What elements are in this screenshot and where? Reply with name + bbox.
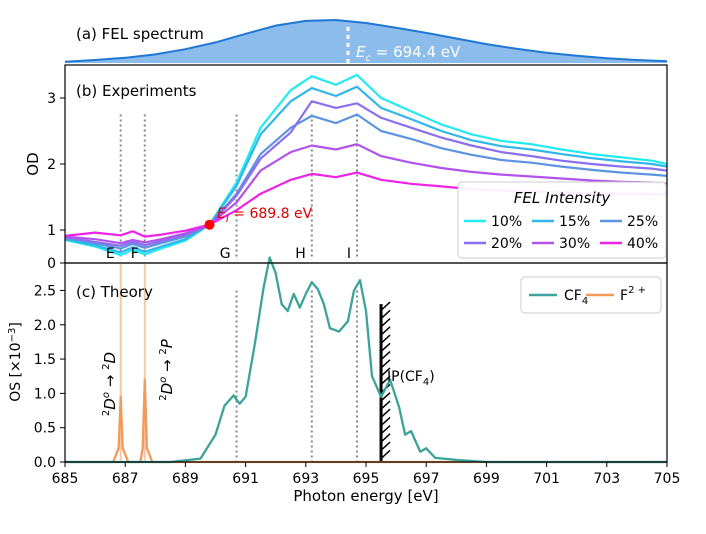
b-ytick-label: 2 (47, 157, 56, 173)
panel-c-y-ticks: 0 0.0 0.5 1.0 1.5 2.0 2.5 (34, 256, 65, 471)
ip-hatch (380, 318, 391, 328)
fel-spectrum-line (64, 18, 668, 63)
xtick-label: 689 (172, 471, 199, 487)
ip-hatch (380, 408, 391, 418)
ip-threshold (379, 301, 391, 462)
fel-spectrum-area (65, 20, 667, 63)
theory-line-cf4 (65, 256, 667, 464)
ip-hatch (380, 334, 391, 344)
intensity-legend: FEL Intensity 10% 15% 25% 20% 30% 40% (457, 181, 667, 259)
ip-label: IP(CF4) (387, 369, 435, 388)
legend-label: 30% (559, 236, 590, 252)
marker-label-g: G (220, 246, 231, 262)
xtick-label: 705 (654, 471, 681, 487)
b-ytick-zero: 0 (47, 256, 56, 272)
legend-box (457, 181, 667, 259)
xtick-label: 701 (533, 471, 560, 487)
ip-hatch (380, 441, 391, 451)
xtick-label: 703 (593, 471, 620, 487)
legend-label: 15% (559, 214, 590, 230)
x-axis-label: Photon energy [eV] (293, 487, 438, 505)
panel-a-title: (a) FEL spectrum (76, 25, 204, 43)
theory-line-f2plus (65, 378, 667, 464)
c-ytick-label: 0.5 (34, 421, 56, 437)
series-line-10pct (64, 73, 668, 257)
ip-hatch (380, 350, 391, 361)
ip-hatch (380, 367, 391, 377)
ip-hatch (380, 392, 391, 402)
legend-entries: 10% 15% 25% 20% 30% 40% (464, 214, 658, 252)
marker-label-e: E (106, 246, 115, 262)
fel-center-label: Ec = 694.4 eV (356, 43, 461, 64)
panel-b-markers (119, 114, 358, 260)
panel-c-title: (c) Theory (76, 283, 153, 301)
xtick-label: 693 (292, 471, 319, 487)
panel-a: (a) FEL spectrum Ec = 694.4 eV (64, 18, 668, 64)
xtick-label: 687 (112, 471, 139, 487)
series-line-20pct (64, 100, 668, 247)
panel-c-markers (119, 263, 358, 462)
c-ytick-label: 0.0 (34, 455, 56, 471)
ip-hatch (380, 326, 391, 336)
xtick-label: 699 (473, 471, 500, 487)
c-ytick-label: 2.5 (34, 283, 56, 299)
panel-b-ylabel: OD (24, 152, 42, 175)
panel-b-y-ticks: 1 2 3 (47, 91, 65, 239)
panel-b-title: (b) Experiments (76, 82, 197, 100)
legend-label: 10% (491, 214, 522, 230)
ip-hatch (380, 433, 391, 443)
b-ytick-label: 3 (47, 91, 56, 107)
legend-label: 25% (627, 214, 658, 230)
b-ytick-label: 1 (47, 223, 56, 239)
transition-label-2: 2Do → 2P (158, 338, 176, 401)
series-line-25pct (64, 113, 668, 250)
x-axis-ticks: 685 687 689 691 693 695 697 699 701 703 705 (52, 462, 681, 487)
series-line-30pct (64, 143, 668, 245)
transition-label-1: 2Do → 2D (101, 352, 119, 416)
legend-f2-label: F2 + (620, 285, 646, 304)
ip-hatch (380, 375, 391, 386)
ip-hatch (380, 400, 391, 410)
ip-hatch (380, 425, 391, 435)
ip-hatch (380, 342, 391, 353)
c-ytick-label: 2.0 (34, 318, 56, 334)
crossing-point (204, 219, 215, 230)
theory-legend: CF4 F2 + (520, 276, 662, 314)
xtick-label: 691 (232, 471, 259, 487)
crossing-label: EI = 689.8 eV (217, 206, 313, 225)
c-ytick-label: 1.0 (34, 386, 56, 402)
legend-label: 20% (491, 236, 522, 252)
legend-label: 40% (627, 236, 658, 252)
marker-label-f: F (131, 246, 139, 262)
legend-title: FEL Intensity (514, 189, 612, 207)
series-line-15pct (64, 85, 668, 254)
panel-c-ylabel: OS [×10−3] (7, 322, 24, 402)
marker-label-i: I (347, 246, 351, 262)
c-ytick-label: 1.5 (34, 352, 56, 368)
ip-hatch (380, 449, 391, 460)
panel-c: (c) Theory 0 0.0 0.5 1.0 1.5 2.0 2.5 685 687 689… (7, 256, 680, 505)
xtick-label: 695 (353, 471, 380, 487)
ip-hatch (380, 416, 391, 427)
marker-label-h: H (295, 246, 306, 262)
ip-hatch (380, 359, 391, 369)
xtick-label: 685 (52, 471, 79, 487)
xtick-label: 697 (413, 471, 440, 487)
ip-hatch (380, 301, 391, 311)
legend-cf4-label: CF4 (564, 288, 588, 307)
ip-hatch (380, 309, 391, 320)
